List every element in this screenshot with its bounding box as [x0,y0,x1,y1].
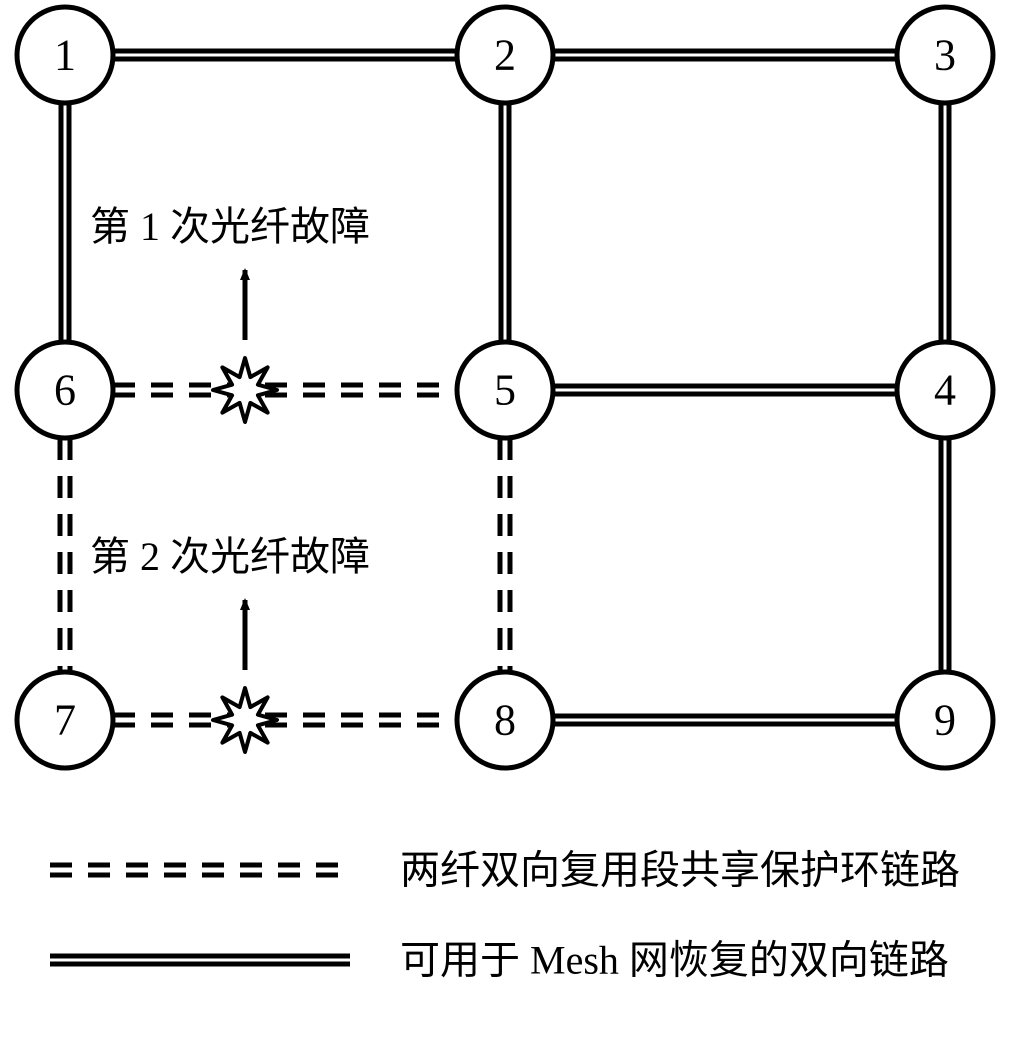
network-diagram: 第 1 次光纤故障第 2 次光纤故障 1 2 3 6 5 4 7 8 9 两纤双向复用段共享保护环链… [0,0,1024,1043]
fault1-burst [213,358,277,422]
legend-mesh-label: 可用于 Mesh 网恢复的双向链路 [400,938,949,983]
legend-ring-label: 两纤双向复用段共享保护环链路 [400,848,960,893]
node-6-label: 6 [54,366,76,415]
node-5-label: 5 [494,366,516,415]
diagram-container: 第 1 次光纤故障第 2 次光纤故障 1 2 3 6 5 4 7 8 9 两纤双向复用段共享保护环链… [0,0,1024,1043]
node-3-label: 3 [934,31,956,80]
node-1-label: 1 [54,31,76,80]
node-4-label: 4 [934,366,956,415]
fault2-label: 第 2 次光纤故障 [90,534,370,579]
node-2-label: 2 [494,31,516,80]
fault1-label: 第 1 次光纤故障 [90,204,370,249]
node-9-label: 9 [934,696,956,745]
node-7-label: 7 [54,696,76,745]
legend: 两纤双向复用段共享保护环链路可用于 Mesh 网恢复的双向链路 [50,848,960,983]
faults: 第 1 次光纤故障第 2 次光纤故障 [90,204,370,752]
node-8-label: 8 [494,696,516,745]
fault2-burst [213,688,277,752]
